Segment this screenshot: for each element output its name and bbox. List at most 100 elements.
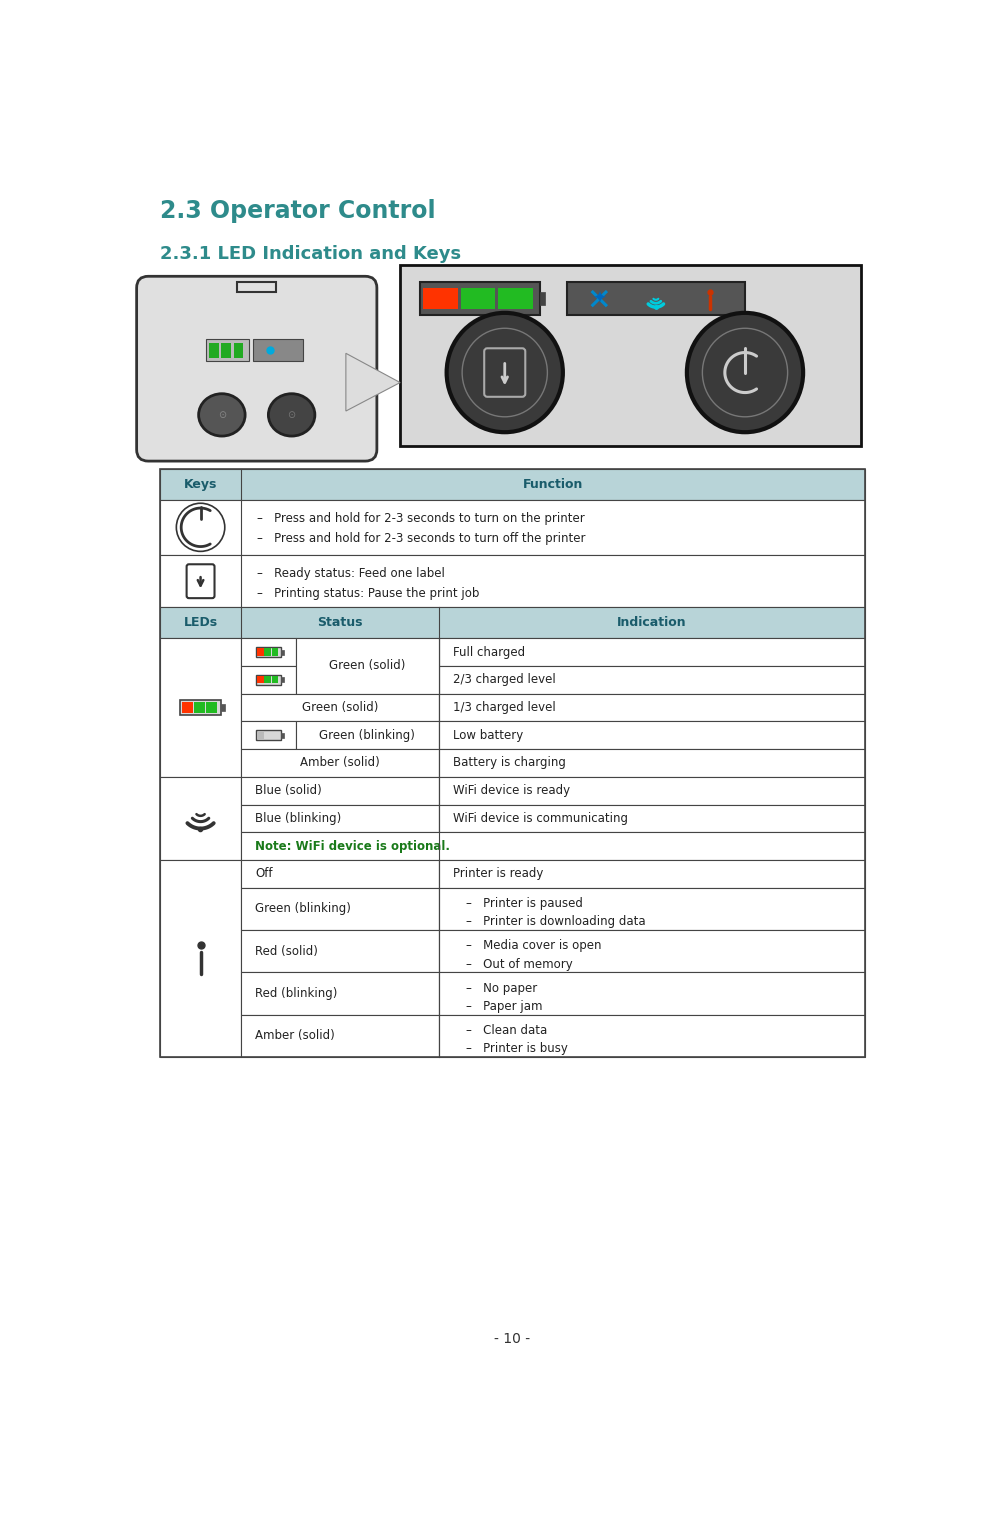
Bar (296, 722, 439, 749)
Text: WiFi device is communicating: WiFi device is communicating (453, 812, 628, 826)
Bar (272, 676, 278, 684)
Bar (221, 342, 231, 359)
Bar (257, 676, 264, 684)
Text: Red (solid): Red (solid) (255, 945, 318, 958)
Bar (439, 638, 865, 665)
Bar (420, 282, 540, 314)
Bar (439, 749, 865, 777)
Text: - 10 -: - 10 - (494, 1332, 531, 1346)
Text: Blue (solid): Blue (solid) (255, 784, 322, 797)
Bar (439, 861, 865, 888)
Bar (234, 342, 243, 359)
Bar (439, 665, 865, 694)
Bar (160, 607, 865, 638)
Bar (400, 264, 861, 446)
Text: Note: WiFi device is optional.: Note: WiFi device is optional. (255, 839, 450, 853)
Bar (439, 722, 865, 749)
Text: Amber (solid): Amber (solid) (255, 1030, 335, 1042)
Bar (439, 804, 865, 832)
Text: Status: Status (317, 617, 363, 629)
Bar (160, 468, 865, 1058)
Ellipse shape (268, 394, 315, 436)
Bar (439, 972, 865, 1015)
Text: Indication: Indication (617, 617, 687, 629)
FancyBboxPatch shape (187, 565, 215, 598)
Text: –   Out of memory: – Out of memory (466, 958, 573, 971)
Bar (160, 499, 865, 555)
Bar (209, 342, 219, 359)
Bar (241, 665, 296, 694)
Text: –   Printer is paused: – Printer is paused (466, 897, 583, 909)
Text: Low battery: Low battery (453, 729, 523, 742)
Bar (241, 888, 439, 929)
Bar (206, 702, 217, 713)
Bar (160, 777, 241, 861)
Text: –   Printer is busy: – Printer is busy (466, 1042, 568, 1056)
Bar (182, 702, 193, 713)
Text: Keys: Keys (184, 478, 217, 491)
Text: Full charged: Full charged (453, 645, 525, 659)
Bar (241, 638, 296, 665)
Text: Green (solid): Green (solid) (329, 659, 405, 673)
Bar (241, 1015, 439, 1058)
Bar (272, 649, 278, 656)
Bar (180, 700, 221, 716)
Text: Function: Function (523, 478, 583, 491)
Text: WiFi device is ready: WiFi device is ready (453, 784, 570, 797)
Text: LEDs: LEDs (184, 617, 218, 629)
Text: Amber (solid): Amber (solid) (300, 757, 380, 769)
Text: Off: Off (255, 867, 273, 881)
Text: Red (blinking): Red (blinking) (255, 987, 338, 1000)
Bar (241, 804, 439, 832)
Text: –   Paper jam: – Paper jam (466, 1000, 542, 1013)
Text: ⊙: ⊙ (288, 410, 296, 420)
Bar (281, 650, 284, 655)
Bar (256, 729, 281, 740)
Bar (439, 694, 865, 722)
Text: ✦: ✦ (592, 290, 606, 308)
Bar (160, 638, 241, 777)
Text: –   Media cover is open: – Media cover is open (466, 940, 602, 952)
Text: Green (solid): Green (solid) (302, 700, 378, 714)
Bar (237, 282, 276, 291)
Bar (264, 649, 271, 656)
Bar (241, 929, 439, 972)
Bar (257, 649, 264, 656)
Bar (221, 703, 225, 711)
Bar (439, 777, 865, 804)
Bar (439, 929, 865, 972)
Bar (296, 638, 439, 694)
Bar (439, 888, 865, 929)
Text: –   Ready status: Feed one label: – Ready status: Feed one label (257, 568, 445, 580)
Bar (257, 731, 264, 739)
Bar (540, 291, 545, 305)
Bar (241, 972, 439, 1015)
Text: Green (blinking): Green (blinking) (255, 902, 351, 916)
Bar (206, 339, 249, 362)
Text: Battery is charging: Battery is charging (453, 757, 566, 769)
Bar (241, 749, 439, 777)
Bar (241, 832, 865, 861)
Bar (264, 676, 271, 684)
Bar (281, 678, 284, 682)
Bar (160, 555, 865, 607)
Ellipse shape (447, 313, 563, 432)
Bar (253, 339, 303, 362)
Text: 2.3.1 LED Indication and Keys: 2.3.1 LED Indication and Keys (160, 246, 461, 264)
Ellipse shape (687, 313, 803, 432)
Polygon shape (346, 354, 400, 410)
Text: –   Printing status: Pause the print job: – Printing status: Pause the print job (257, 588, 479, 600)
Bar (241, 861, 439, 888)
Bar (281, 732, 284, 737)
Bar (498, 288, 533, 310)
Text: Green (blinking): Green (blinking) (319, 729, 415, 742)
Text: 2/3 charged level: 2/3 charged level (453, 673, 556, 687)
FancyBboxPatch shape (137, 276, 377, 461)
Text: 2.3 Operator Control: 2.3 Operator Control (160, 200, 436, 223)
Text: –   Press and hold for 2-3 seconds to turn on the printer: – Press and hold for 2-3 seconds to turn… (257, 511, 584, 525)
Text: 1/3 charged level: 1/3 charged level (453, 700, 556, 714)
Bar (461, 288, 495, 310)
Text: –   Press and hold for 2-3 seconds to turn off the printer: – Press and hold for 2-3 seconds to turn… (257, 533, 585, 545)
Bar (423, 288, 458, 310)
Bar (160, 861, 241, 1058)
